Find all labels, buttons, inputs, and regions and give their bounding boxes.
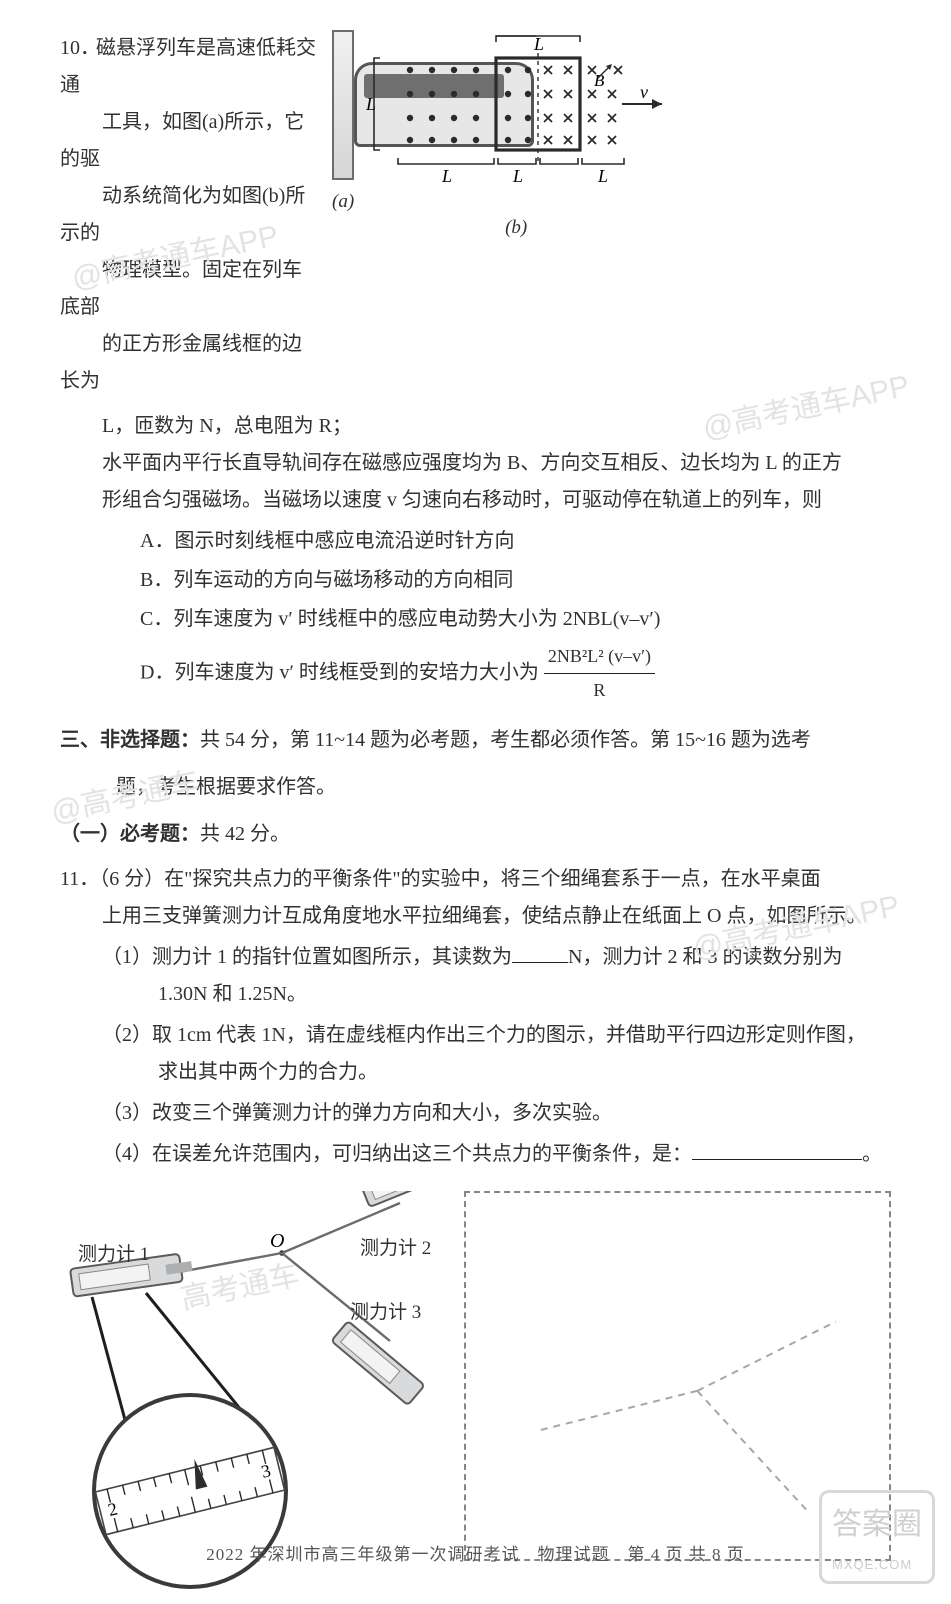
q11-intro2: 上用三支弹簧测力计互成角度地水平拉细绳套，使结点静止在纸面上 O 点，如图所示。 xyxy=(102,898,891,935)
q11-sub2b: 求出其中两个力的合力。 xyxy=(158,1054,891,1091)
q11-sub2: （2）取 1cm 代表 1N，请在虚线框内作出三个力的图示，并借助平行四边形定则… xyxy=(130,1017,891,1054)
label-O: O xyxy=(270,1230,284,1252)
option-A: A．图示时刻线框中感应电流沿逆时针方向 xyxy=(140,523,891,560)
q10-options: A．图示时刻线框中感应电流沿逆时针方向 B．列车运动的方向与磁场移动的方向相同 … xyxy=(140,523,891,708)
q10-number: 10． xyxy=(60,30,96,67)
option-D: D．列车速度为 v′ 时线框受到的安培力大小为 2NB²L² (v–v′) R xyxy=(140,640,891,708)
figure-a-label: (a) xyxy=(332,184,354,219)
required-questions-header: （一）必考题：共 42 分。 xyxy=(60,816,891,853)
question-11: 11．（6 分）在"探究共点力的平衡条件"的实验中，将三个细绳套系于一点，在水平… xyxy=(60,861,891,1173)
label-v: v xyxy=(640,82,648,102)
label-L-top: L xyxy=(533,34,544,54)
option-B: B．列车运动的方向与磁场移动的方向相同 xyxy=(140,562,891,599)
question-10: 10．磁悬浮列车是高速低耗交通 工具，如图(a)所示，它的驱 动系统简化为如图(… xyxy=(60,30,891,708)
label-B: B xyxy=(594,71,605,90)
q11-sub1-vals: 1.30N 和 1.25N。 xyxy=(158,976,891,1013)
left-figure-gauges: O xyxy=(60,1191,450,1591)
section-3-desc2: 题，考生根据要求作答。 xyxy=(116,769,891,806)
q10-cont2: 水平面内平行长直导轨间存在磁感应强度均为 B、方向交互相反、边长均为 L 的正方 xyxy=(102,445,891,482)
gauge-2-label: 测力计 2 xyxy=(360,1231,431,1266)
svg-text:L: L xyxy=(512,166,523,186)
answer-watermark: 答案圈 MXQE.COM xyxy=(819,1490,935,1584)
page-footer: 2022 年深圳市高三年级第一次调研考试 物理试题 第 4 页 共 8 页 xyxy=(0,1539,951,1570)
label-L-left: L xyxy=(366,94,376,114)
option-C: C．列车速度为 v′ 时线框中的感应电动势大小为 2NBL(v–v′) xyxy=(140,601,891,638)
q11-sub1: （1）测力计 1 的指针位置如图所示，其读数为N，测力计 2 和 3 的读数分别… xyxy=(130,939,891,976)
figure-area: O xyxy=(60,1191,891,1591)
q10-cont3: 形组合匀强磁场。当磁场以速度 v 匀速向右移动时，可驱动停在轨道上的列车，则 xyxy=(102,482,891,519)
section-3-header: 三、非选择题：共 54 分，第 11~14 题为必考题，考生都必须作答。第 15… xyxy=(60,722,891,759)
q10-cont1: L，匝数为 N，总电阻为 R； xyxy=(102,408,891,445)
figure-b-label: (b) xyxy=(366,210,666,245)
q10-intro: 10．磁悬浮列车是高速低耗交通 工具，如图(a)所示，它的驱 动系统简化为如图(… xyxy=(60,30,320,400)
gauge-1-label: 测力计 1 xyxy=(78,1237,149,1272)
q11-sub3: （3）改变三个弹簧测力计的弹力方向和大小，多次实验。 xyxy=(130,1095,891,1132)
blank-reading xyxy=(512,943,568,963)
figure-b-magnetic-field: L L xyxy=(366,30,666,400)
gauge-3-label: 测力计 3 xyxy=(350,1295,421,1330)
q11-sub4: （4）在误差允许范围内，可归纳出这三个共点力的平衡条件，是：。 xyxy=(130,1136,891,1173)
svg-text:L: L xyxy=(441,166,452,186)
figure-a-wrap: (a) xyxy=(332,30,354,400)
q11-number: 11． xyxy=(60,868,99,890)
svg-text:L: L xyxy=(597,166,608,186)
blank-conclusion xyxy=(692,1140,862,1160)
fraction-ampere-force: 2NB²L² (v–v′) R xyxy=(544,640,655,708)
figure-a-train xyxy=(332,30,354,180)
